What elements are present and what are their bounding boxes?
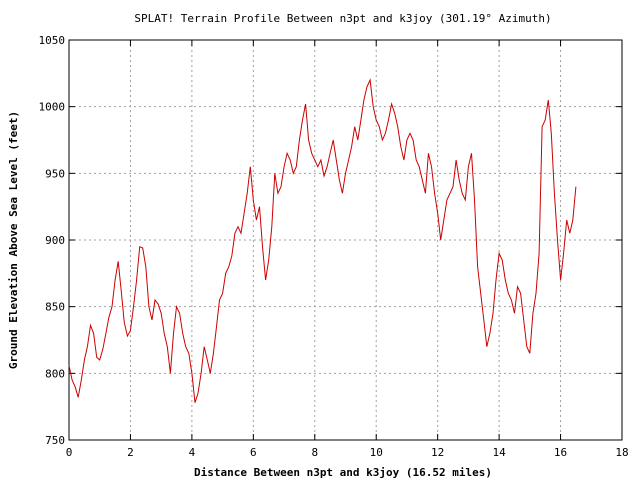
axis-ticks [68,39,623,441]
x-tick-label: 16 [554,446,567,459]
x-tick-labels: 0 2 4 6 8 10 12 14 16 18 [66,446,629,459]
y-tick-label: 950 [45,167,65,180]
x-tick-label: 4 [189,446,196,459]
x-tick-label: 12 [431,446,444,459]
y-tick-label: 1000 [39,101,66,114]
y-axis-label: Ground Elevation Above Sea Level (feet) [7,111,20,369]
y-tick-label: 850 [45,301,65,314]
x-tick-label: 8 [311,446,318,459]
x-tick-label: 10 [370,446,383,459]
terrain-profile-line [68,78,577,403]
x-tick-label: 0 [66,446,73,459]
y-tick-label: 800 [45,367,65,380]
x-tick-label: 6 [250,446,257,459]
y-tick-label: 1050 [39,34,66,47]
x-tick-label: 2 [127,446,134,459]
x-tick-label: 14 [492,446,506,459]
grid-lines [69,40,622,440]
x-tick-label: 18 [615,446,628,459]
y-tick-labels: 750 800 850 900 950 1000 1050 [39,34,66,447]
x-axis-label: Distance Between n3pt and k3joy (16.52 m… [194,466,492,479]
y-tick-label: 750 [45,434,65,447]
chart-title: SPLAT! Terrain Profile Between n3pt and … [134,12,551,25]
y-tick-label: 900 [45,234,65,247]
